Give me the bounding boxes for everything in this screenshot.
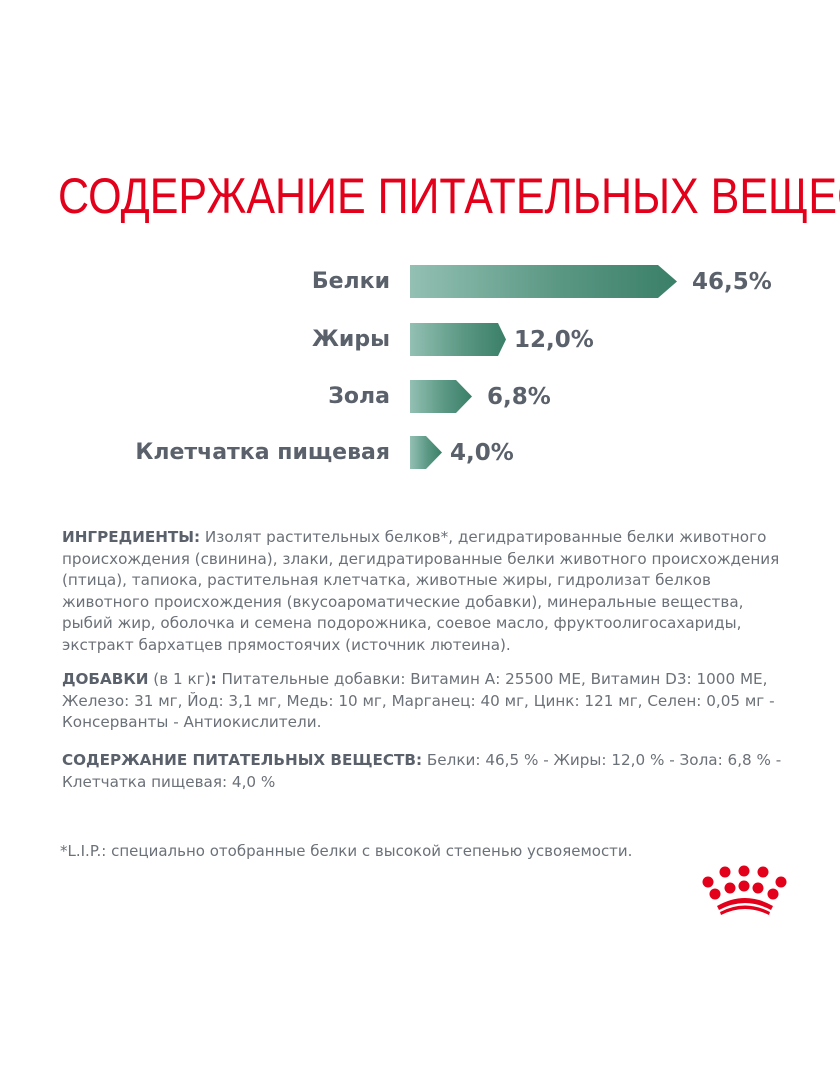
nutrients-text: Белки: 46,5 % - Жиры: 12,0 % - Зола: 6,8… [62, 751, 782, 791]
row-value: 12,0% [514, 327, 594, 353]
additives-colon: : [210, 670, 217, 688]
additives-paragraph: ДОБАВКИ (в 1 кг): Питательные добавки: В… [62, 669, 792, 734]
chart-row-protein: Белки 46,5% [0, 265, 840, 299]
bar-ash [410, 380, 472, 413]
royal-canin-crown-icon [695, 862, 795, 917]
footnote: *L.I.P.: специально отобранные белки с в… [60, 842, 633, 860]
ingredients-paragraph: ИНГРЕДИЕНТЫ: Изолят растительных белков*… [62, 527, 792, 656]
bar-fiber [410, 436, 442, 469]
row-label: Белки [311, 269, 390, 294]
additives-heading: ДОБАВКИ [62, 670, 149, 688]
nutrient-bar-chart: Белки 46,5% Жиры 12,0% Зола 6,8% Клетчат… [0, 0, 840, 500]
bar-protein [410, 265, 677, 298]
bar-fat [410, 323, 506, 356]
row-value: 6,8% [487, 384, 551, 410]
row-label: Зола [328, 384, 390, 409]
nutrients-paragraph: СОДЕРЖАНИЕ ПИТАТЕЛЬНЫХ ВЕЩЕСТВ: Белки: 4… [62, 750, 792, 793]
chart-row-ash: Зола 6,8% [0, 380, 840, 414]
ingredients-text: Изолят растительных белков*, дегидратиро… [62, 528, 780, 654]
ingredients-heading: ИНГРЕДИЕНТЫ: [62, 528, 201, 546]
chart-row-fat: Жиры 12,0% [0, 323, 840, 357]
row-label: Жиры [312, 327, 390, 352]
nutrients-heading: СОДЕРЖАНИЕ ПИТАТЕЛЬНЫХ ВЕЩЕСТВ: [62, 751, 423, 769]
additives-text: Питательные добавки: Витамин А: 25500 МЕ… [62, 670, 775, 731]
row-value: 4,0% [450, 440, 514, 466]
chart-row-fiber: Клетчатка пищевая 4,0% [0, 436, 840, 470]
row-label: Клетчатка пищевая [135, 440, 390, 465]
row-value: 46,5% [692, 269, 772, 295]
additives-unit: (в 1 кг) [148, 670, 211, 688]
